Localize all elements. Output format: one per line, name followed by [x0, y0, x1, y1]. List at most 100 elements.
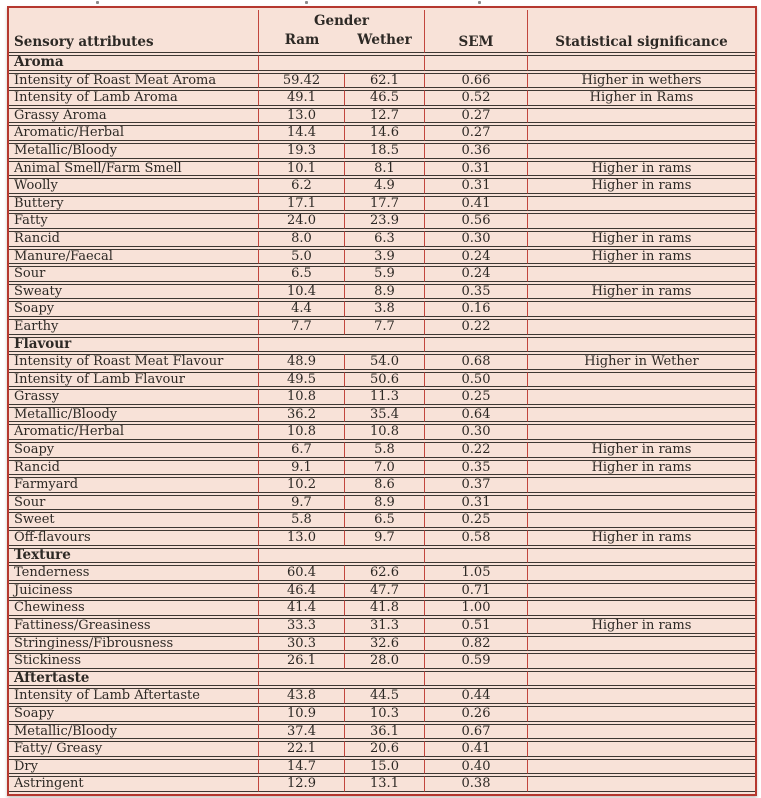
significance-cell	[528, 301, 755, 317]
section-sem-cell	[425, 547, 528, 564]
significance-cell	[528, 371, 755, 388]
significance-cell	[528, 142, 755, 159]
attribute-cell: Aromatic/Herbal	[9, 125, 259, 141]
ram-value-cell: 24.0	[259, 213, 345, 229]
significance-cell: Higher in rams	[528, 459, 755, 476]
table-row: Soapy 10.9 10.3 0.26	[9, 705, 755, 722]
wether-value-cell: 62.6	[345, 565, 425, 581]
sem-value-cell: 0.31	[425, 178, 528, 194]
sem-value-cell: 0.51	[425, 618, 528, 634]
section-sem-cell	[425, 55, 528, 71]
sem-value-cell: 0.31	[425, 160, 528, 177]
wether-value-cell: 41.8	[345, 600, 425, 616]
wether-value-cell: 8.9	[345, 494, 425, 511]
ram-value-cell: 22.1	[259, 741, 345, 757]
significance-cell	[528, 705, 755, 722]
attribute-cell: Off-flavours	[9, 530, 259, 546]
table-row: Chewiness 41.4 41.8 1.00	[9, 600, 755, 616]
table-row: Farmyard 10.2 8.6 0.37	[9, 477, 755, 493]
section-title: Flavour	[9, 336, 259, 353]
section-gender-cell	[259, 670, 425, 687]
sem-value-cell: 0.68	[425, 354, 528, 370]
ram-value-cell: 14.4	[259, 125, 345, 141]
section-title: Aftertaste	[9, 670, 259, 687]
table-row: Stringiness/Fibrousness 30.3 32.6 0.82	[9, 635, 755, 652]
significance-cell	[528, 741, 755, 757]
ram-value-cell: 49.1	[259, 90, 345, 106]
attribute-cell: Juiciness	[9, 582, 259, 599]
wether-value-cell: 35.4	[345, 406, 425, 423]
ram-value-cell: 4.4	[259, 301, 345, 317]
sem-value-cell: 0.35	[425, 283, 528, 300]
sem-value-cell: 0.38	[425, 776, 528, 792]
sem-value-cell: 0.26	[425, 705, 528, 722]
ram-value-cell: 10.8	[259, 389, 345, 405]
significance-cell	[528, 107, 755, 124]
attribute-cell: Grassy	[9, 389, 259, 405]
wether-value-cell: 15.0	[345, 758, 425, 775]
wether-value-cell: 14.6	[345, 125, 425, 141]
significance-cell	[528, 776, 755, 792]
ram-value-cell: 37.4	[259, 723, 345, 740]
section-gender-cell	[259, 547, 425, 564]
table-row: Dry 14.7 15.0 0.40	[9, 758, 755, 775]
sem-value-cell: 0.67	[425, 723, 528, 740]
ram-value-cell: 59.42	[259, 72, 345, 89]
sem-value-cell: 0.25	[425, 512, 528, 529]
section-significance-cell	[528, 336, 755, 353]
significance-cell: Higher in Rams	[528, 90, 755, 106]
table-row: Metallic/Bloody 37.4 36.1 0.67	[9, 723, 755, 740]
column-header-statistical-significance: Statistical significance	[528, 10, 755, 53]
table-row: Rancid 8.0 6.3 0.30 Higher in rams	[9, 230, 755, 247]
table-row: Aromatic/Herbal 14.4 14.6 0.27	[9, 125, 755, 141]
section-sem-cell	[425, 336, 528, 353]
sem-value-cell: 0.35	[425, 459, 528, 476]
sem-value-cell: 0.37	[425, 477, 528, 493]
ram-value-cell: 14.7	[259, 758, 345, 775]
attribute-cell: Woolly	[9, 178, 259, 194]
sensory-attributes-table: Sensory attributes Gender Ram Wether SEM…	[7, 6, 757, 796]
wether-value-cell: 18.5	[345, 142, 425, 159]
sem-value-cell: 0.41	[425, 195, 528, 212]
wether-value-cell: 36.1	[345, 723, 425, 740]
significance-cell	[528, 758, 755, 775]
significance-cell: Higher in rams	[528, 160, 755, 177]
attribute-cell: Animal Smell/Farm Smell	[9, 160, 259, 177]
section-sem-cell	[425, 670, 528, 687]
sem-value-cell: 0.31	[425, 494, 528, 511]
wether-value-cell: 6.3	[345, 230, 425, 247]
ram-value-cell: 10.1	[259, 160, 345, 177]
ram-value-cell: 19.3	[259, 142, 345, 159]
wether-value-cell: 5.8	[345, 442, 425, 458]
significance-cell: Higher in Wether	[528, 354, 755, 370]
table-row: Manure/Faecal 5.0 3.9 0.24 Higher in rams	[9, 248, 755, 265]
ram-value-cell: 7.7	[259, 318, 345, 335]
significance-cell	[528, 653, 755, 669]
gender-group-label: Gender	[313, 13, 370, 29]
ram-value-cell: 9.1	[259, 459, 345, 476]
sem-value-cell: 0.22	[425, 442, 528, 458]
sem-value-cell: 0.52	[425, 90, 528, 106]
wether-value-cell: 11.3	[345, 389, 425, 405]
section-title: Texture	[9, 547, 259, 564]
section-title: Aroma	[9, 55, 259, 71]
attribute-cell: Stickiness	[9, 653, 259, 669]
attribute-cell: Earthy	[9, 318, 259, 335]
sem-value-cell: 0.36	[425, 142, 528, 159]
table-row: Stickiness 26.1 28.0 0.59	[9, 653, 755, 669]
attribute-cell: Metallic/Bloody	[9, 142, 259, 159]
sem-value-cell: 0.66	[425, 72, 528, 89]
wether-value-cell: 8.6	[345, 477, 425, 493]
ram-value-cell: 26.1	[259, 653, 345, 669]
attribute-cell: Sweaty	[9, 283, 259, 300]
gender-subheaders: Ram Wether	[259, 31, 424, 52]
sem-value-cell: 0.24	[425, 248, 528, 265]
attribute-cell: Fatty/ Greasy	[9, 741, 259, 757]
significance-cell	[528, 494, 755, 511]
significance-cell	[528, 477, 755, 493]
significance-cell: Higher in rams	[528, 530, 755, 546]
ram-value-cell: 5.0	[259, 248, 345, 265]
sem-value-cell: 0.22	[425, 318, 528, 335]
section-row: Texture	[9, 547, 755, 564]
